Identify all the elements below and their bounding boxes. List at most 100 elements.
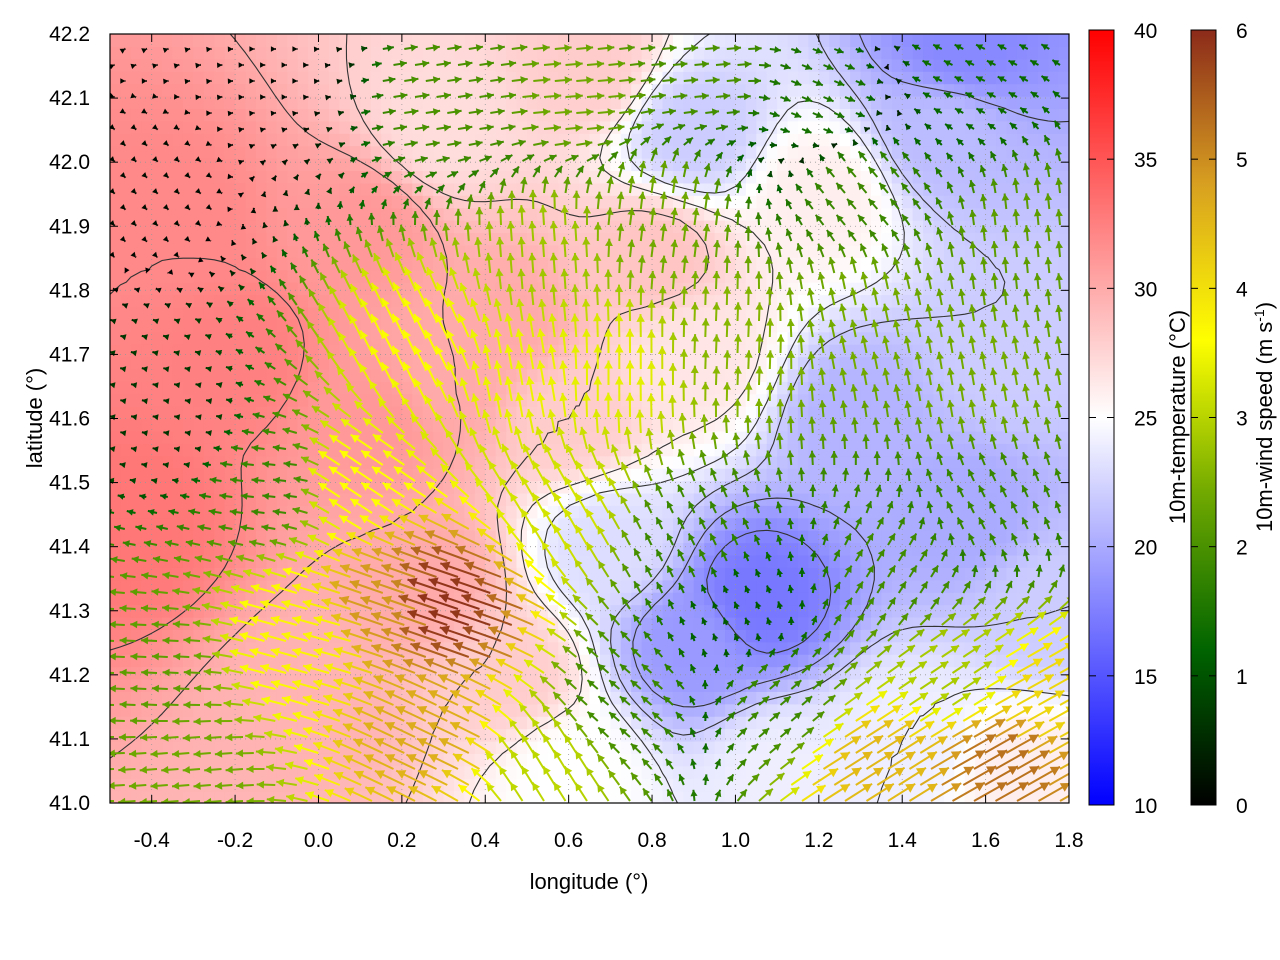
heatmap-cell <box>110 430 122 444</box>
heatmap-cell <box>964 145 976 159</box>
heatmap-cell <box>787 666 799 680</box>
heatmap-cell <box>381 368 393 382</box>
heatmap-cell <box>235 170 247 184</box>
heatmap-cell <box>954 269 966 283</box>
heatmap-cell <box>401 765 413 779</box>
heatmap-cell <box>214 455 226 469</box>
heatmap-cell <box>516 393 528 407</box>
heatmap-cell <box>276 455 288 469</box>
heatmap-cell <box>756 232 768 246</box>
heatmap-cell <box>943 517 955 531</box>
heatmap-cell <box>631 182 643 196</box>
heatmap-cell <box>433 740 445 754</box>
heatmap-cell <box>1037 629 1049 643</box>
heatmap-cell <box>182 517 194 531</box>
heatmap-cell <box>850 406 862 420</box>
heatmap-cell <box>214 554 226 568</box>
heatmap-cell <box>339 133 351 147</box>
heatmap-cell <box>245 703 257 717</box>
heatmap-cell <box>672 505 684 519</box>
heatmap-cell <box>558 579 570 593</box>
heatmap-cell <box>120 319 132 333</box>
heatmap-cell <box>162 678 174 692</box>
heatmap-cell <box>1027 740 1039 754</box>
heatmap-cell <box>766 530 778 544</box>
heatmap-cell <box>610 753 622 767</box>
heatmap-cell <box>412 356 424 370</box>
heatmap-cell <box>589 790 601 803</box>
heatmap-cell <box>891 616 903 630</box>
heatmap-cell <box>433 356 445 370</box>
heatmap-cell <box>412 691 424 705</box>
heatmap-cell <box>808 554 820 568</box>
heatmap-cell <box>829 567 841 581</box>
heatmap-cell <box>506 170 518 184</box>
heatmap-cell <box>652 244 664 258</box>
heatmap-cell <box>443 430 455 444</box>
heatmap-cell <box>349 753 361 767</box>
heatmap-cell <box>558 430 570 444</box>
heatmap-cell <box>224 430 236 444</box>
heatmap-cell <box>818 195 830 209</box>
heatmap-cell <box>266 468 278 482</box>
heatmap-cell <box>933 616 945 630</box>
heatmap-cell <box>902 641 914 655</box>
heatmap-cell <box>266 182 278 196</box>
heatmap-cell <box>725 778 737 792</box>
heatmap-cell <box>808 666 820 680</box>
heatmap-cell <box>193 765 205 779</box>
heatmap-cell <box>214 133 226 147</box>
heatmap-cell <box>735 232 747 246</box>
heatmap-cell <box>1016 294 1028 308</box>
heatmap-cell <box>276 257 288 271</box>
heatmap-cell <box>443 666 455 680</box>
heatmap-cell <box>276 654 288 668</box>
heatmap-cell <box>162 344 174 358</box>
heatmap-cell <box>620 306 632 320</box>
heatmap-cell <box>214 381 226 395</box>
heatmap-cell <box>870 133 882 147</box>
heatmap-cell <box>547 678 559 692</box>
heatmap-cell <box>360 430 372 444</box>
heatmap-cell <box>485 294 497 308</box>
heatmap-cell <box>787 678 799 692</box>
heatmap-cell <box>110 480 122 494</box>
heatmap-cell <box>829 244 841 258</box>
heatmap-cell <box>120 381 132 395</box>
heatmap-cell <box>474 232 486 246</box>
heatmap-cell <box>391 145 403 159</box>
heatmap-cell <box>464 455 476 469</box>
heatmap-cell <box>141 182 153 196</box>
heatmap-cell <box>370 220 382 234</box>
heatmap-cell <box>912 294 924 308</box>
heatmap-cell <box>672 728 684 742</box>
heatmap-cell <box>360 406 372 420</box>
heatmap-cell <box>1016 703 1028 717</box>
heatmap-cell <box>349 244 361 258</box>
heatmap-cell <box>662 356 674 370</box>
heatmap-cell <box>704 654 716 668</box>
heatmap-cell <box>495 455 507 469</box>
heatmap-cell <box>620 319 632 333</box>
heatmap-cell <box>443 207 455 221</box>
heatmap-cell <box>547 430 559 444</box>
heatmap-cell <box>568 331 580 345</box>
heatmap-cell <box>1006 455 1018 469</box>
heatmap-cell <box>464 492 476 506</box>
heatmap-cell <box>266 740 278 754</box>
heatmap-cell <box>547 753 559 767</box>
heatmap-cell <box>610 368 622 382</box>
heatmap-cell <box>714 666 726 680</box>
heatmap-cell <box>714 244 726 258</box>
heatmap-cell <box>182 443 194 457</box>
heatmap-cell <box>485 319 497 333</box>
heatmap-cell <box>1006 319 1018 333</box>
heatmap-cell <box>620 368 632 382</box>
heatmap-cell <box>391 567 403 581</box>
heatmap-cell <box>756 282 768 296</box>
heatmap-cell <box>474 654 486 668</box>
heatmap-cell <box>391 703 403 717</box>
heatmap-cell <box>537 356 549 370</box>
heatmap-cell <box>641 306 653 320</box>
heatmap-cell <box>141 505 153 519</box>
